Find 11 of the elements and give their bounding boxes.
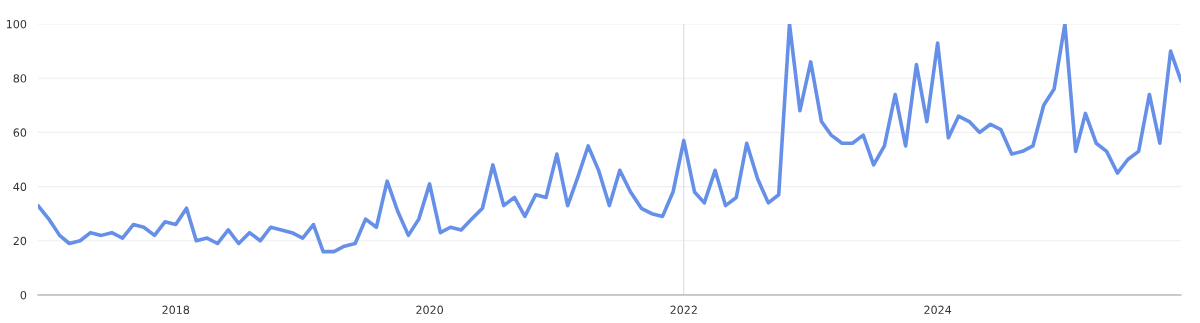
x-tick-label: 2022 [670,305,697,315]
y-tick-label: 100 [6,19,27,29]
x-tick-label: 2020 [416,305,443,315]
y-tick-label: 80 [13,74,27,83]
x-tick-label: 2018 [162,305,190,315]
y-tick-label: 60 [13,128,27,137]
line-series [38,24,1182,254]
y-tick-label: 0 [20,290,27,300]
y-tick-label: 40 [13,182,27,191]
y-tick-label: 20 [13,236,27,246]
x-tick-label: 2024 [924,305,952,315]
